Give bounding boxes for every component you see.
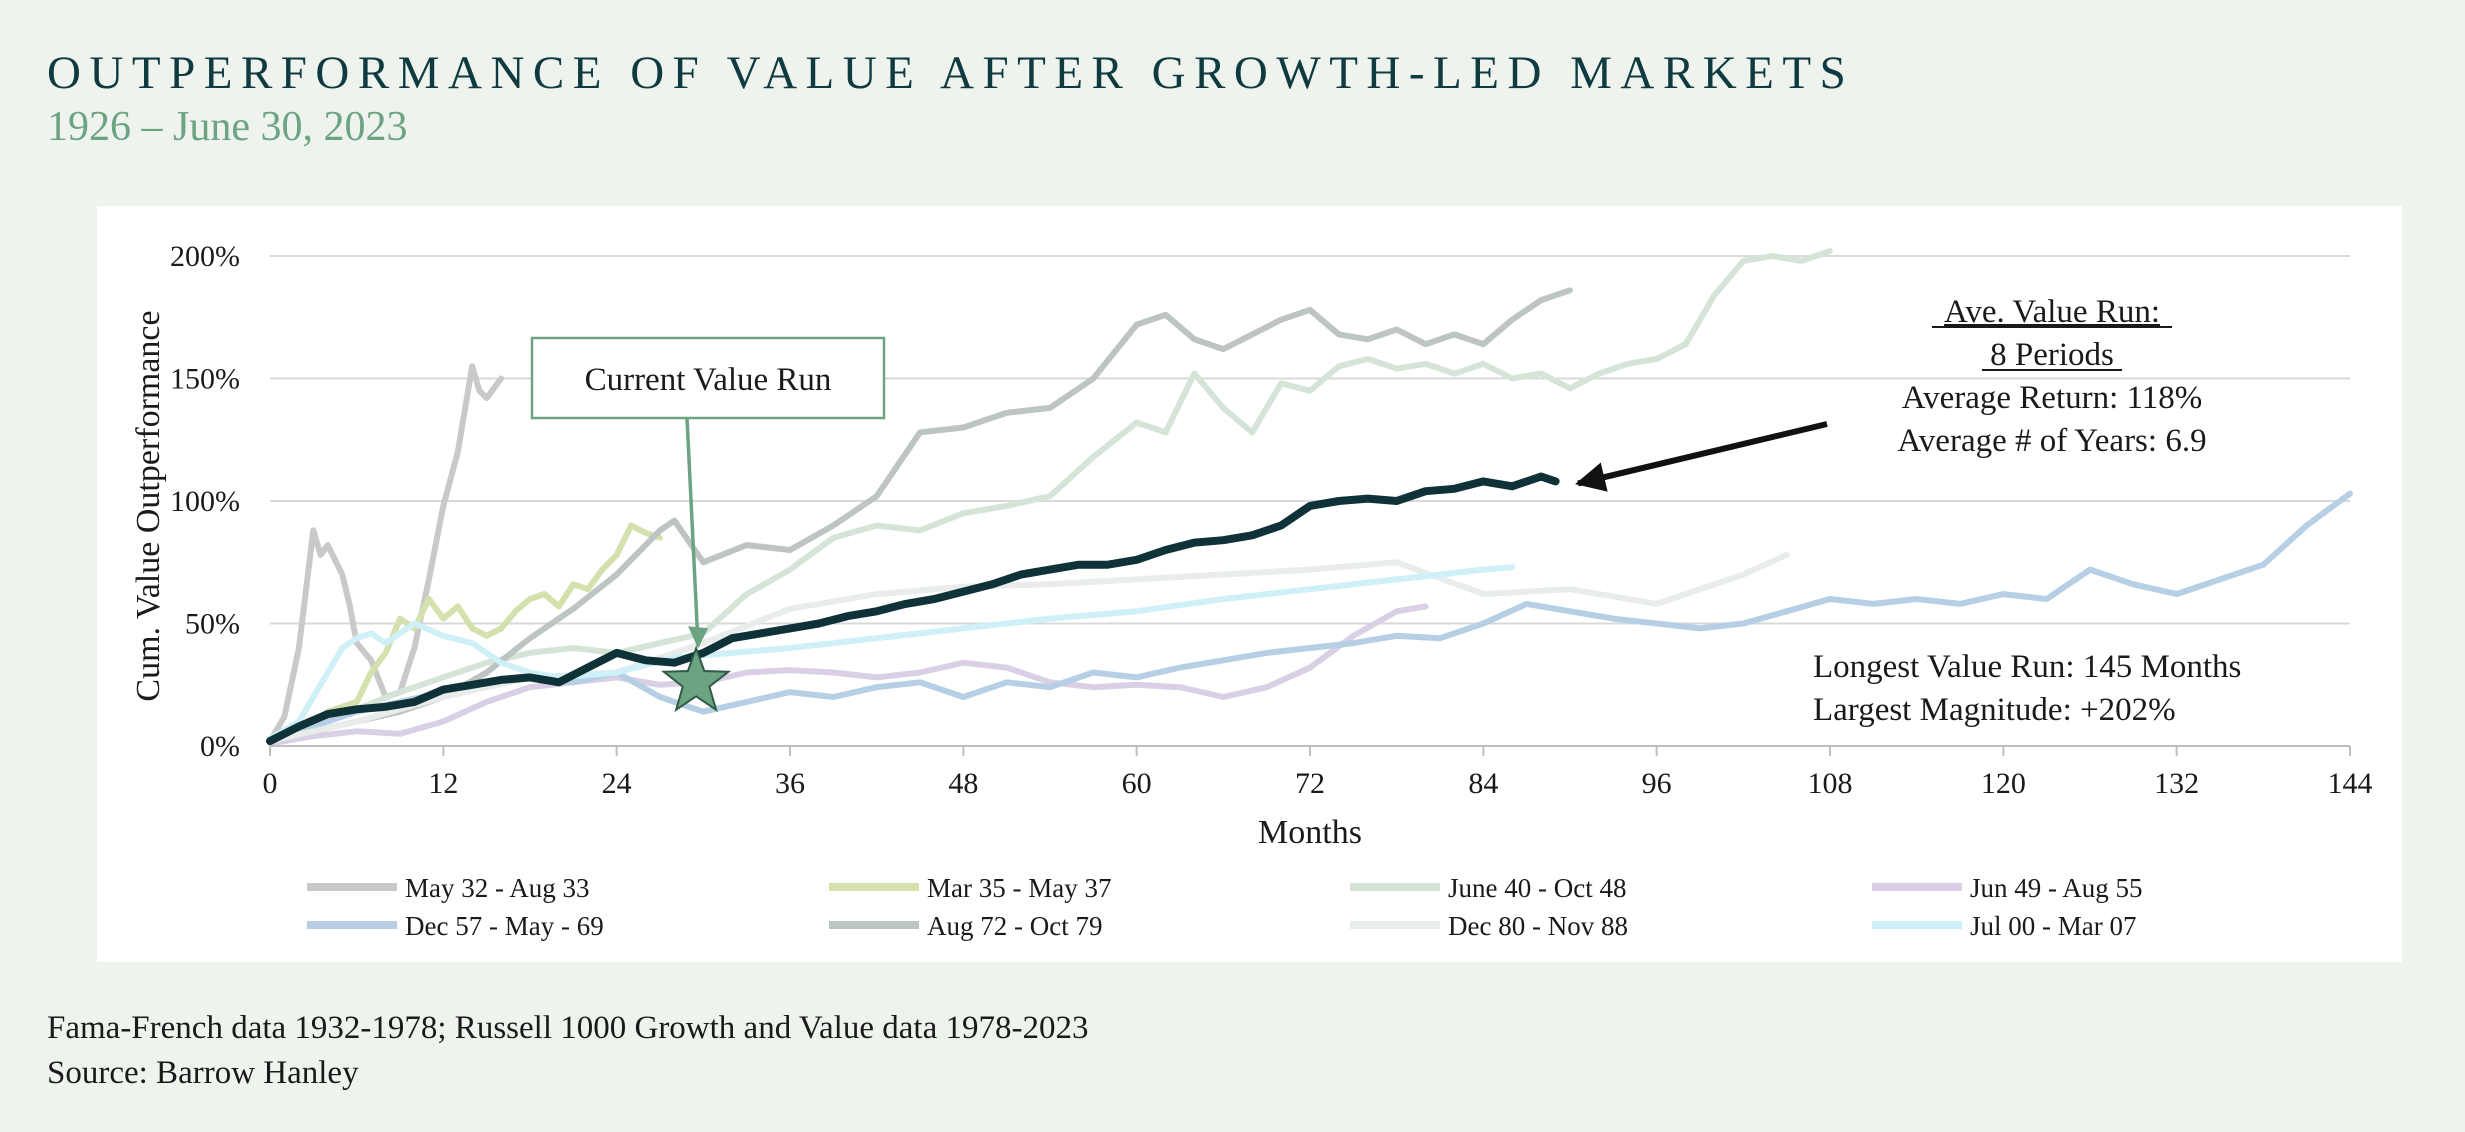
- series-line: [267, 564, 1516, 742]
- line-chart: 0% 50% 100% 150% 200% 0 12 24 36 48 60 72 84 96 108 120…: [130, 240, 2373, 941]
- y-tick-label: 100%: [170, 485, 240, 518]
- x-tick-label: 108: [1808, 767, 1853, 800]
- y-tick-label: 50%: [185, 608, 240, 641]
- callout-label: Current Value Run: [585, 362, 832, 398]
- page-subtitle: 1926 – June 30, 2023: [47, 104, 408, 150]
- x-tick-label: 144: [2328, 767, 2373, 800]
- legend-label: Jul 00 - Mar 07: [1970, 911, 2136, 941]
- x-tick-label: 48: [948, 767, 978, 800]
- avg-return-label: Average Return: 118%: [1902, 380, 2203, 416]
- longest-run-label: Longest Value Run: 145 Months: [1813, 649, 2241, 685]
- legend-label: Jun 49 - Aug 55: [1970, 873, 2143, 903]
- legend-label: Dec 57 - May - 69: [405, 911, 604, 941]
- chart-panel: 0% 50% 100% 150% 200% 0 12 24 36 48 60 72 84 96 108 120…: [97, 206, 2402, 962]
- star-marker: [661, 645, 732, 713]
- y-tick-label: 200%: [170, 240, 240, 273]
- y-tick-label: 150%: [170, 363, 240, 396]
- x-tick-label: 72: [1295, 767, 1325, 800]
- x-tick-label: 96: [1642, 767, 1672, 800]
- callout-arrowhead: [688, 626, 709, 649]
- avg-run-periods: 8 Periods: [1990, 337, 2114, 373]
- x-tick-label: 36: [775, 767, 805, 800]
- footer-source: Source: Barrow Hanley: [47, 1055, 359, 1091]
- legend-label: Dec 80 - Nov 88: [1448, 911, 1628, 941]
- x-tick-label: 0: [263, 767, 278, 800]
- x-tick-label: 132: [2154, 767, 2199, 800]
- series-line: [267, 603, 1429, 747]
- x-tick-label: 24: [602, 767, 632, 800]
- x-tick-label: 84: [1468, 767, 1498, 800]
- legend-label: Aug 72 - Oct 79: [927, 911, 1102, 941]
- series-line: [267, 551, 1790, 745]
- y-axis-title: Cum. Value Outperformance: [130, 310, 167, 701]
- legend-label: June 40 - Oct 48: [1448, 873, 1626, 903]
- x-tick-label: 12: [428, 767, 458, 800]
- series-line: [266, 472, 1560, 746]
- series-line: [267, 363, 505, 745]
- series-line: [267, 522, 663, 742]
- x-tick-label: 120: [1981, 767, 2026, 800]
- avg-arrow: [1575, 421, 1828, 492]
- x-tick-label: 60: [1122, 767, 1152, 800]
- series-line: [267, 287, 1573, 745]
- x-axis-title: Months: [1258, 814, 1362, 851]
- footer-data-note: Fama-French data 1932-1978; Russell 1000…: [47, 1010, 1089, 1046]
- avg-run-title: Ave. Value Run:: [1944, 294, 2160, 330]
- callout-box: [530, 336, 886, 420]
- y-tick-label: 0%: [200, 730, 240, 763]
- callout-pointer: [685, 417, 700, 647]
- legend-label: Mar 35 - May 37: [927, 873, 1111, 903]
- page-title: OUTPERFORMANCE OF VALUE AFTER GROWTH-LED…: [47, 47, 1855, 99]
- series-line: [267, 248, 1833, 742]
- legend-label: May 32 - Aug 33: [405, 873, 590, 903]
- avg-years-label: Average # of Years: 6.9: [1897, 423, 2206, 459]
- largest-magnitude-label: Largest Magnitude: +202%: [1813, 692, 2176, 728]
